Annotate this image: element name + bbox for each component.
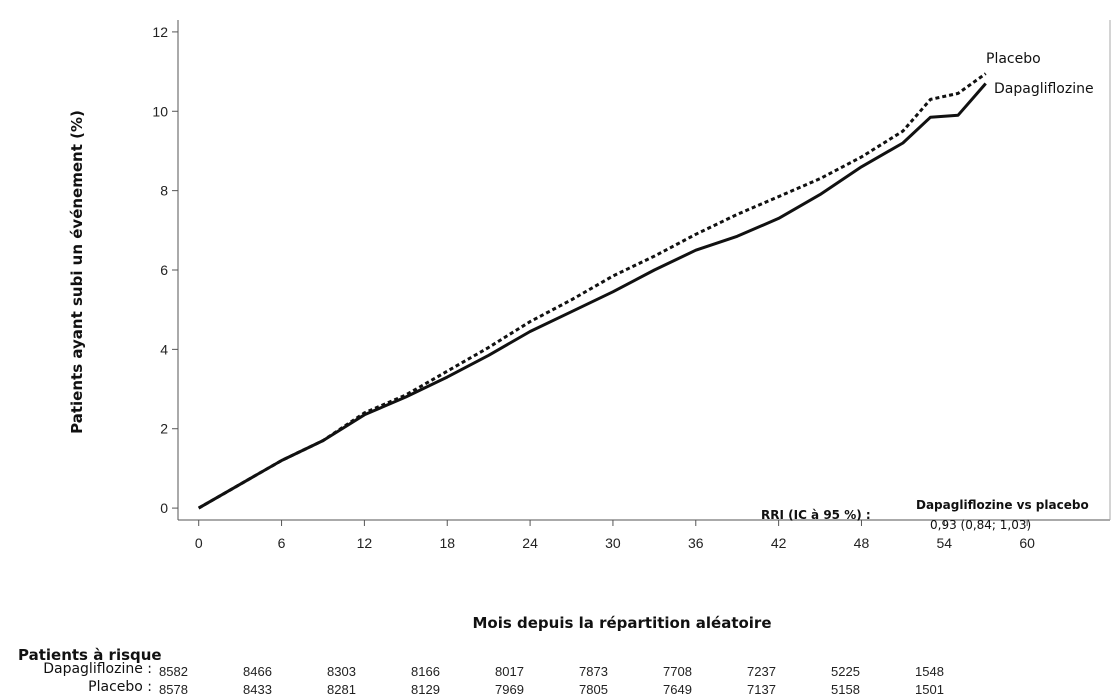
hr-value: 0,93 (0,84; 1,03) (930, 518, 1031, 532)
y-tick-label: 0 (160, 500, 168, 516)
risk-row-name: Dapagliflozine : (43, 661, 152, 677)
risk-cell: 8466 (243, 664, 272, 679)
risk-cell: 8578 (159, 682, 188, 697)
x-tick-label: 24 (522, 535, 538, 551)
risk-cell: 7708 (663, 664, 692, 679)
risk-cell: 1548 (915, 664, 944, 679)
series-line-placebo (197, 72, 987, 510)
risk-cell: 8166 (411, 664, 440, 679)
series-line-dapagliflozine (197, 82, 987, 510)
risk-cell: 8582 (159, 664, 188, 679)
x-tick-label: 18 (439, 535, 455, 551)
x-tick-label: 30 (605, 535, 621, 551)
y-tick-label: 6 (160, 262, 168, 278)
risk-cell: 7649 (663, 682, 692, 697)
y-tick-label: 12 (152, 24, 168, 40)
y-tick-label: 2 (160, 421, 168, 437)
risk-table: Dapagliflozine : 8582 8466 8303 8166 8017 7873… (43, 661, 944, 697)
y-ticks: 0 2 4 6 8 10 12 (152, 24, 178, 516)
risk-cell: 7873 (579, 664, 608, 679)
hr-comparison: Dapagliflozine vs placebo (916, 498, 1089, 512)
y-axis-title: Patients ayant subi un événement (%) (68, 110, 86, 434)
risk-row-name: Placebo : (88, 679, 152, 695)
risk-cell: 8129 (411, 682, 440, 697)
risk-cell: 8281 (327, 682, 356, 697)
risk-cell: 7137 (747, 682, 776, 697)
hr-label: RRI (IC à 95 %) : (761, 508, 871, 522)
risk-cell: 5158 (831, 682, 860, 697)
risk-cell: 7237 (747, 664, 776, 679)
x-tick-label: 36 (688, 535, 704, 551)
x-tick-label: 60 (1019, 535, 1035, 551)
legend-label-dapagliflozine: Dapagliflozine (994, 81, 1094, 97)
risk-table-title: Patients à risque (18, 646, 162, 664)
risk-cell: 8433 (243, 682, 272, 697)
risk-cell: 1501 (915, 682, 944, 697)
y-tick-label: 4 (160, 341, 168, 357)
risk-cell: 8303 (327, 664, 356, 679)
y-tick-label: 10 (152, 103, 168, 119)
risk-cell: 8017 (495, 664, 524, 679)
x-ticks: 0 6 12 18 24 30 36 42 48 54 60 (195, 520, 1035, 551)
risk-row: Dapagliflozine : 8582 8466 8303 8166 8017 7873… (43, 661, 944, 679)
x-tick-label: 42 (771, 535, 787, 551)
x-tick-label: 0 (195, 535, 203, 551)
x-tick-label: 48 (854, 535, 870, 551)
risk-cell: 7969 (495, 682, 524, 697)
risk-cell: 7805 (579, 682, 608, 697)
x-tick-label: 6 (278, 535, 286, 551)
legend-label-placebo: Placebo (986, 51, 1041, 67)
y-tick-label: 8 (160, 183, 168, 199)
risk-cell: 5225 (831, 664, 860, 679)
x-axis-title: Mois depuis la répartition aléatoire (472, 614, 771, 632)
series-layer (197, 72, 987, 510)
x-tick-label: 12 (357, 535, 373, 551)
risk-row: Placebo : 8578 8433 8281 8129 7969 7805 7649 713… (88, 679, 944, 697)
x-tick-label: 54 (937, 535, 953, 551)
